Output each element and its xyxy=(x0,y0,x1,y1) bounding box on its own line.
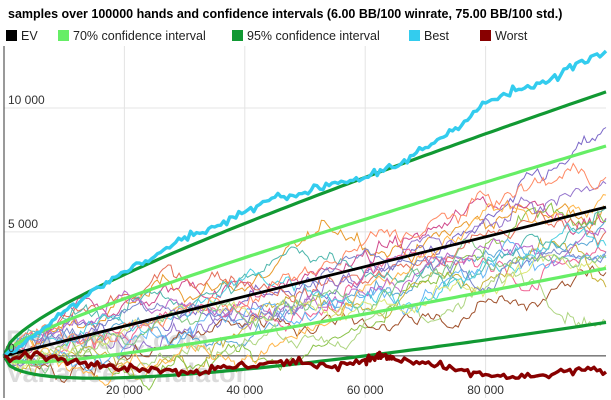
series-layer xyxy=(2,49,608,380)
tick-labels: 20 000 40 000 60 000 80 000 0 5 000 10 000 xyxy=(8,93,504,397)
x-tick-label: 80 000 xyxy=(467,383,504,397)
legend-label: 70% confidence interval xyxy=(73,29,206,43)
sample-path-17 xyxy=(3,162,607,357)
sample-path-0 xyxy=(3,202,607,357)
legend-item-worst: Worst xyxy=(480,29,528,43)
sample-path-11 xyxy=(3,238,607,372)
series-line-ev xyxy=(3,205,607,358)
legend-label: 95% confidence interval xyxy=(247,29,380,43)
sample-path-19 xyxy=(3,238,607,375)
ci70-upper-line xyxy=(2,144,607,357)
legend-label: Best xyxy=(424,29,450,43)
legend-item-95-confidence-interval: 95% confidence interval xyxy=(232,29,380,43)
sample-path-4 xyxy=(3,237,607,380)
x-tick-label: 40 000 xyxy=(226,383,263,397)
sample-path-14 xyxy=(3,227,607,357)
ci70-lower-line xyxy=(3,266,607,364)
ci95-upper-line xyxy=(2,90,607,357)
sample-paths xyxy=(3,127,607,391)
legend-item-ev: EV xyxy=(6,29,38,43)
legend-swatch xyxy=(480,30,491,41)
series-line-worst xyxy=(3,350,608,380)
legend-swatch xyxy=(58,30,69,41)
legend-item-best: Best xyxy=(409,29,450,43)
sample-path-13 xyxy=(3,194,607,386)
x-tick-label: 60 000 xyxy=(347,383,384,397)
sample-path-18 xyxy=(3,248,607,357)
y-tick-label: 10 000 xyxy=(8,93,45,107)
y-tick-label: 0 xyxy=(8,341,15,355)
series-line-best xyxy=(2,49,608,358)
legend-swatch xyxy=(409,30,420,41)
legend-item-70-confidence-interval: 70% confidence interval xyxy=(58,29,206,43)
sample-path-16 xyxy=(3,253,607,373)
chart-title: samples over 100000 hands and confidence… xyxy=(8,7,562,21)
x-tick-label: 20 000 xyxy=(106,383,143,397)
sample-path-9 xyxy=(3,180,607,367)
legend: EV 70% confidence interval 95% confidence … xyxy=(6,29,528,43)
legend-label: EV xyxy=(21,29,38,43)
legend-label: Worst xyxy=(495,29,528,43)
legend-swatch xyxy=(6,30,17,41)
legend-swatch xyxy=(232,30,243,41)
y-tick-label: 5 000 xyxy=(8,217,38,231)
